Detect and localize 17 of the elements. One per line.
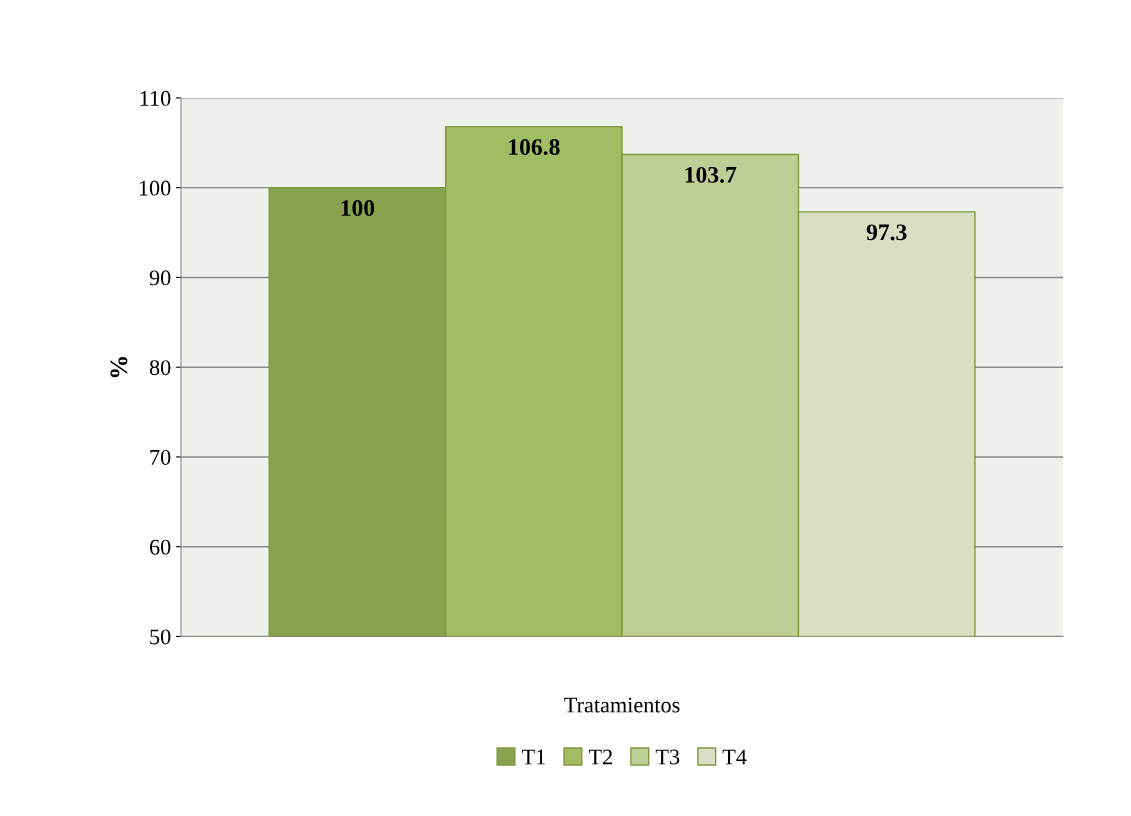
legend-label: T4: [722, 749, 747, 765]
y-tick-label: 90: [149, 270, 171, 286]
data-label: 100: [341, 200, 375, 217]
y-tick-label: 70: [150, 449, 171, 465]
legend-label: T2: [588, 749, 612, 765]
y-tick-label: 60: [149, 539, 171, 555]
data-label: 103.7: [685, 166, 737, 183]
y-tick-label: 110: [140, 90, 171, 106]
data-label: 106.8: [509, 139, 560, 156]
y-tick-label: 100: [139, 180, 171, 196]
legend-label: T3: [655, 749, 680, 765]
y-axis-title: %: [110, 357, 128, 378]
data-label: 97.3: [866, 224, 907, 241]
y-tick-label: 50: [150, 629, 171, 645]
x-axis-title: Tratamientos: [564, 697, 680, 713]
legend-label: T1: [521, 749, 545, 765]
y-tick-label: 80: [149, 360, 171, 376]
